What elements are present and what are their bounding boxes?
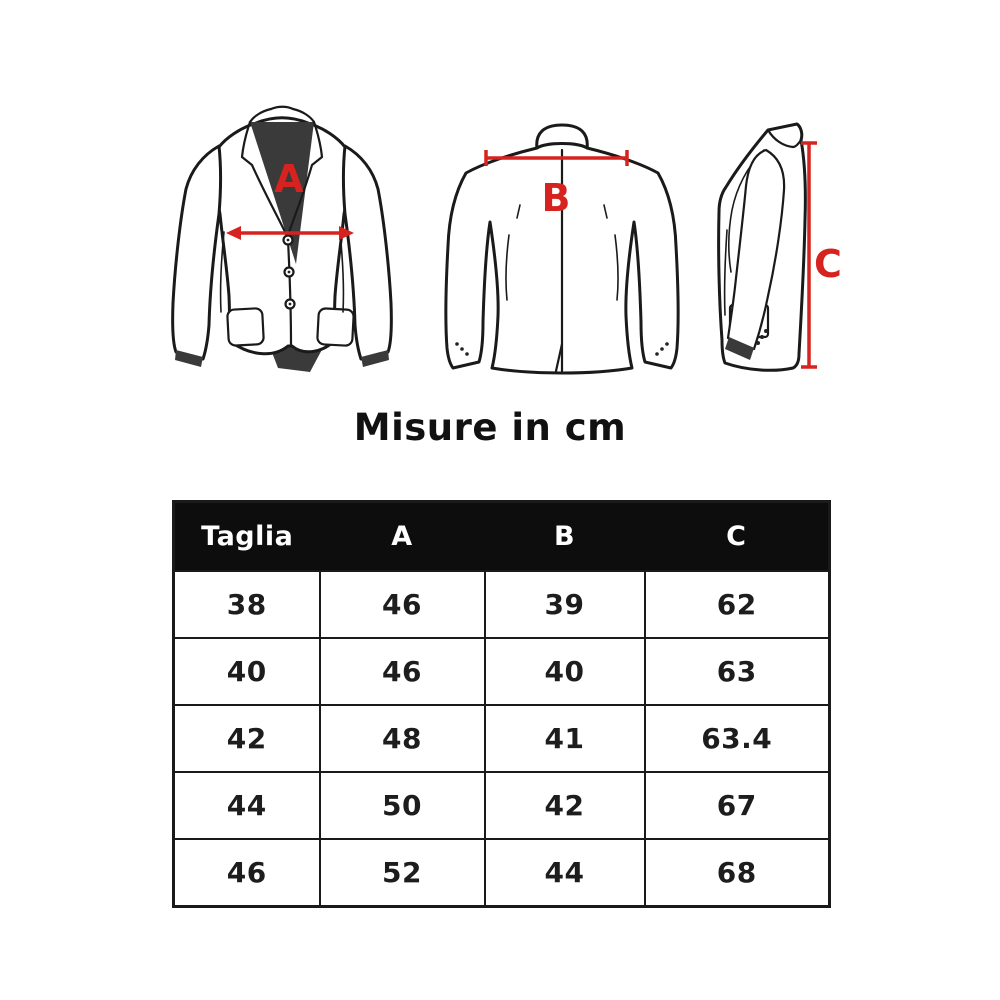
front-center-seam [286,238,293,347]
front-sleeve-crease-left [219,231,225,313]
size-table-container: Taglia A B C 38 46 39 62 40 46 40 63 [172,500,831,908]
front-sleeve-crease-right [339,231,345,313]
side-front-crease [723,229,728,316]
side-cuff-buttons [756,329,768,345]
column-header-c: C [644,501,830,571]
table-cell: 40 [483,637,646,706]
side-sleeve [726,148,786,351]
column-header-a: A [319,501,485,571]
back-shoulder-ticks [516,204,608,219]
front-pocket-right [316,307,355,347]
table-cell: 62 [643,570,831,639]
size-diagram: A B [171,105,842,375]
table-row: 44 50 42 67 [172,771,831,840]
table-cell: 50 [318,771,486,840]
front-shirt-shade [250,122,314,264]
front-neckline [269,105,295,111]
table-row: 46 52 44 68 [172,838,831,908]
front-sleeve-right [342,144,393,361]
table-cell: 48 [318,704,486,773]
table-cell: 38 [172,570,321,639]
table-cell: 63 [643,637,831,706]
back-crease-left [505,234,510,301]
page-title: Misure in cm [353,406,627,449]
side-collar [766,128,803,149]
front-sleeve-left [171,144,222,361]
measure-label-c: C [814,242,842,286]
column-header-b: B [484,501,645,571]
back-view-illustration: B [444,123,680,375]
measure-line-b [484,150,629,166]
back-cuff-buttons [455,342,669,356]
table-cell: 52 [318,838,486,908]
front-cuff-left [175,350,203,367]
table-cell: 46 [318,570,486,639]
table-cell: 42 [483,771,646,840]
table-cell: 63.4 [643,704,831,773]
measure-label-b: B [542,176,571,220]
back-vent [554,342,564,373]
table-row: 38 46 39 62 [172,570,831,639]
measure-label-a: A [274,157,304,201]
front-cuff-right [361,350,389,367]
table-cell: 41 [483,704,646,773]
table-cell: 40 [172,637,321,706]
table-cell: 46 [318,637,486,706]
front-view-illustration: A [171,105,393,372]
front-pocket-left [226,307,265,347]
front-buttons [282,234,296,310]
table-cell: 46 [172,838,321,908]
table-cell: 67 [643,771,831,840]
table-cell: 39 [483,570,646,639]
table-cell: 42 [172,704,321,773]
table-row: 40 46 40 63 [172,637,831,706]
table-header-row: Taglia A B C [173,501,830,571]
side-cuff [725,337,754,360]
table-row: 42 48 41 63.4 [172,704,831,773]
measure-line-c [801,141,817,369]
side-view-illustration: C [717,122,842,372]
table-cell: 44 [172,771,321,840]
front-collar-left [248,107,273,124]
back-crease-right [614,234,619,301]
table-cell: 68 [643,838,831,908]
front-collar-right [291,107,316,124]
size-table: Taglia A B C 38 46 39 62 40 46 40 63 [172,500,831,908]
table-cell: 44 [483,838,646,908]
measure-arrow-a [226,226,354,240]
column-header-taglia: Taglia [173,501,320,571]
